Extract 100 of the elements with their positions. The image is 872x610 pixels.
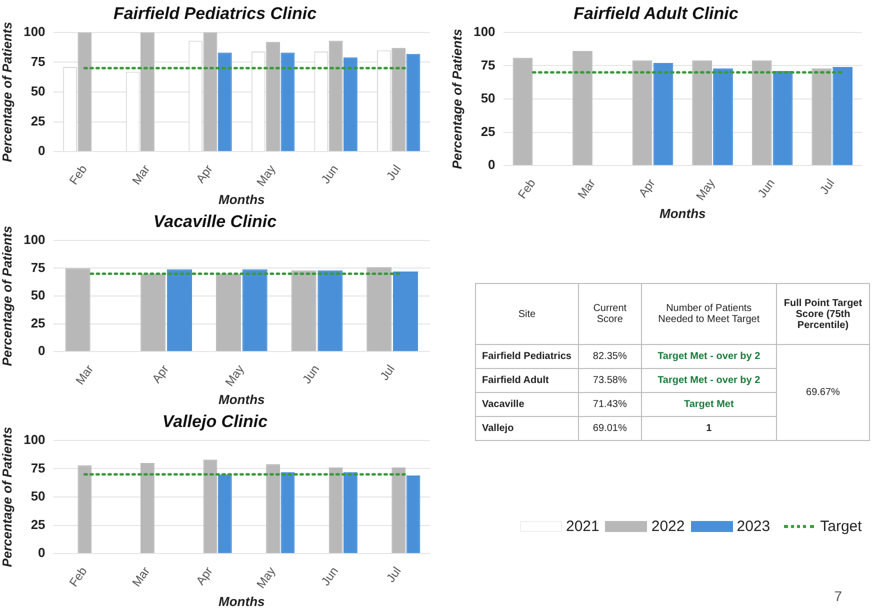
x-tick-label: Feb — [66, 564, 90, 590]
x-tick-label: Apr — [149, 362, 172, 386]
y-tick-label: 50 — [30, 84, 46, 99]
x-tick-label: Apr — [193, 564, 216, 588]
bar — [280, 472, 295, 554]
x-tick-label: Mar — [72, 362, 96, 388]
x-tick-label: Feb — [515, 176, 539, 202]
x-tick-label: Jul — [384, 564, 404, 585]
bar — [78, 32, 92, 152]
legend-label: Target — [820, 518, 862, 535]
y-tick-label: 100 — [474, 24, 496, 39]
bar — [406, 54, 420, 152]
x-tick-label: Apr — [636, 176, 658, 200]
y-tick-label: 50 — [30, 288, 46, 303]
bar — [328, 40, 343, 152]
category-label: Vacaville — [482, 399, 524, 410]
bar — [328, 468, 343, 554]
y-axis-title: Percentage of Patients — [0, 22, 14, 162]
category-label: Fairfield Adult — [482, 375, 549, 386]
y-tick-label: 75 — [30, 260, 46, 275]
bar — [392, 48, 406, 152]
bar — [216, 274, 241, 352]
x-axis-title: Months — [218, 392, 265, 407]
bar — [218, 474, 232, 554]
bar — [203, 32, 218, 152]
bar — [572, 51, 592, 166]
y-tick-label: 0 — [488, 157, 496, 172]
y-tick-label: 25 — [480, 124, 496, 139]
bar — [832, 67, 853, 166]
bar — [392, 272, 418, 352]
text: 69.01% — [592, 423, 627, 434]
category-label: Vallejo — [482, 423, 514, 434]
legend-label: 2022 — [651, 518, 685, 535]
bar — [266, 464, 280, 554]
x-axis-title: Months — [660, 206, 706, 221]
x-tick-label: Feb — [66, 162, 90, 188]
bar — [291, 270, 316, 352]
y-axis-title: Percentage of Patients — [0, 226, 14, 366]
text: Target Met - over by 2 — [658, 375, 760, 386]
y-axis-title: Percentage of Patients — [449, 28, 464, 170]
text: 69.67% — [806, 387, 840, 398]
text: Target Met — [684, 399, 734, 410]
y-tick-label: 100 — [24, 24, 46, 39]
bar — [266, 42, 280, 152]
bar — [692, 60, 712, 166]
bar — [242, 269, 268, 352]
x-tick-label: Apr — [193, 162, 216, 186]
x-tick-label: Mar — [129, 162, 153, 188]
y-tick-label: 100 — [24, 432, 46, 447]
text: 1 — [706, 423, 712, 434]
y-tick-label: 0 — [38, 545, 46, 560]
y-tick-label: 75 — [30, 460, 46, 476]
y-tick-label: 50 — [480, 90, 496, 106]
y-tick-label: 25 — [30, 113, 46, 128]
text: 82.35% — [592, 351, 627, 362]
y-tick-label: 0 — [38, 143, 46, 158]
legend-label: 2023 — [736, 518, 770, 535]
x-tick-label: Jun — [318, 564, 341, 588]
bar — [78, 465, 92, 554]
bar — [140, 274, 166, 352]
bar — [140, 463, 154, 554]
bar — [318, 270, 343, 352]
bar — [632, 60, 652, 166]
chart-title: Fairfield Adult Clinic — [574, 4, 739, 23]
bar — [140, 32, 154, 152]
x-tick-label: Jun — [300, 362, 322, 386]
y-axis-title: Percentage of Patients — [0, 426, 14, 568]
category-label: Site — [476, 284, 578, 344]
category-label: Full Point Target Score (75th Percentile) — [776, 284, 870, 344]
x-tick-label: Jun — [754, 176, 778, 200]
category-label: Fairfield Pediatrics — [482, 351, 572, 362]
x-axis-title: Months — [218, 192, 265, 207]
bar — [713, 68, 733, 166]
bar — [812, 68, 832, 166]
legend-label: 2021 — [566, 518, 600, 535]
text: 73.58% — [592, 375, 627, 386]
x-tick-label: Jul — [817, 176, 838, 197]
y-tick-label: 25 — [30, 315, 46, 330]
x-tick-label: Jul — [384, 162, 404, 183]
text: 71.43% — [592, 399, 627, 410]
chart-title: Vacaville Clinic — [153, 212, 278, 231]
chart-title: Fairfield Pediatrics Clinic — [113, 4, 318, 23]
y-tick-label: 75 — [480, 57, 496, 72]
bar — [772, 71, 793, 166]
bar — [512, 58, 533, 166]
bar — [366, 267, 392, 352]
bar — [344, 472, 358, 554]
bar — [752, 60, 772, 166]
y-tick-label: 25 — [30, 516, 46, 532]
y-tick-label: 75 — [30, 54, 46, 69]
text: 7 — [834, 588, 842, 604]
bar — [653, 63, 674, 166]
text: Target Met - over by 2 — [658, 351, 760, 362]
category-label: Number of Patients Needed to Meet Target — [641, 284, 776, 344]
bar — [406, 475, 420, 554]
bar — [392, 468, 406, 554]
x-tick-label: Mar — [129, 564, 153, 590]
bar — [344, 57, 358, 152]
bar — [166, 269, 192, 352]
bar — [203, 460, 218, 554]
